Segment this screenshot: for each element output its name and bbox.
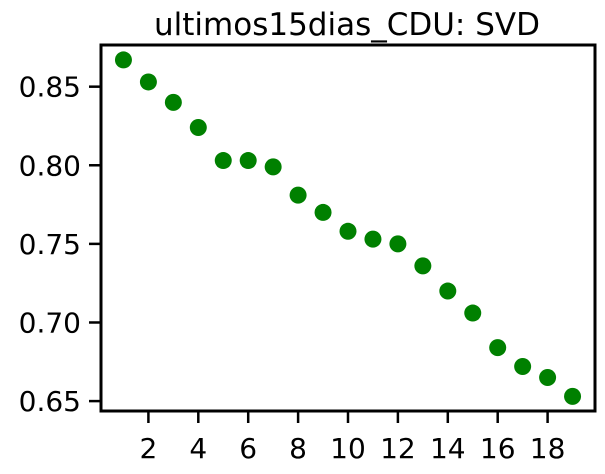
x-tick-label: 2 — [139, 432, 157, 465]
x-tick-label: 16 — [480, 432, 516, 465]
y-tick-label: 0.65 — [19, 385, 81, 418]
data-point — [239, 152, 257, 170]
x-tick-label: 12 — [380, 432, 416, 465]
data-point — [189, 119, 207, 137]
y-tick-label: 0.75 — [19, 228, 81, 261]
y-axis: 0.65 0.70 0.75 0.80 0.85 — [19, 71, 101, 418]
data-point — [489, 339, 507, 357]
x-tick-label: 14 — [430, 432, 466, 465]
data-point — [414, 257, 432, 275]
data-point — [289, 186, 307, 204]
data-point — [214, 152, 232, 170]
y-tick-label: 0.80 — [19, 149, 81, 182]
data-point — [314, 203, 332, 221]
data-point — [564, 387, 582, 405]
data-point — [264, 158, 282, 176]
y-tick-label: 0.70 — [19, 306, 81, 339]
y-tick-label: 0.85 — [19, 71, 81, 104]
x-axis: 2 4 6 8 10 12 14 16 18 — [139, 411, 565, 465]
data-point — [139, 73, 157, 91]
data-point — [114, 51, 132, 69]
data-point — [389, 235, 407, 253]
x-tick-label: 8 — [289, 432, 307, 465]
data-point — [514, 358, 532, 376]
data-point — [339, 222, 357, 240]
x-tick-label: 4 — [189, 432, 207, 465]
data-point — [464, 304, 482, 322]
data-point — [364, 230, 382, 248]
x-tick-label: 6 — [239, 432, 257, 465]
x-tick-label: 10 — [330, 432, 366, 465]
data-point — [164, 93, 182, 111]
plot-area-frame — [99, 43, 597, 413]
data-point — [439, 282, 457, 300]
x-tick-label: 18 — [530, 432, 566, 465]
data-point — [539, 369, 557, 387]
chart-title: ultimos15dias_CDU: SVD — [154, 7, 540, 43]
data-points — [114, 51, 582, 405]
